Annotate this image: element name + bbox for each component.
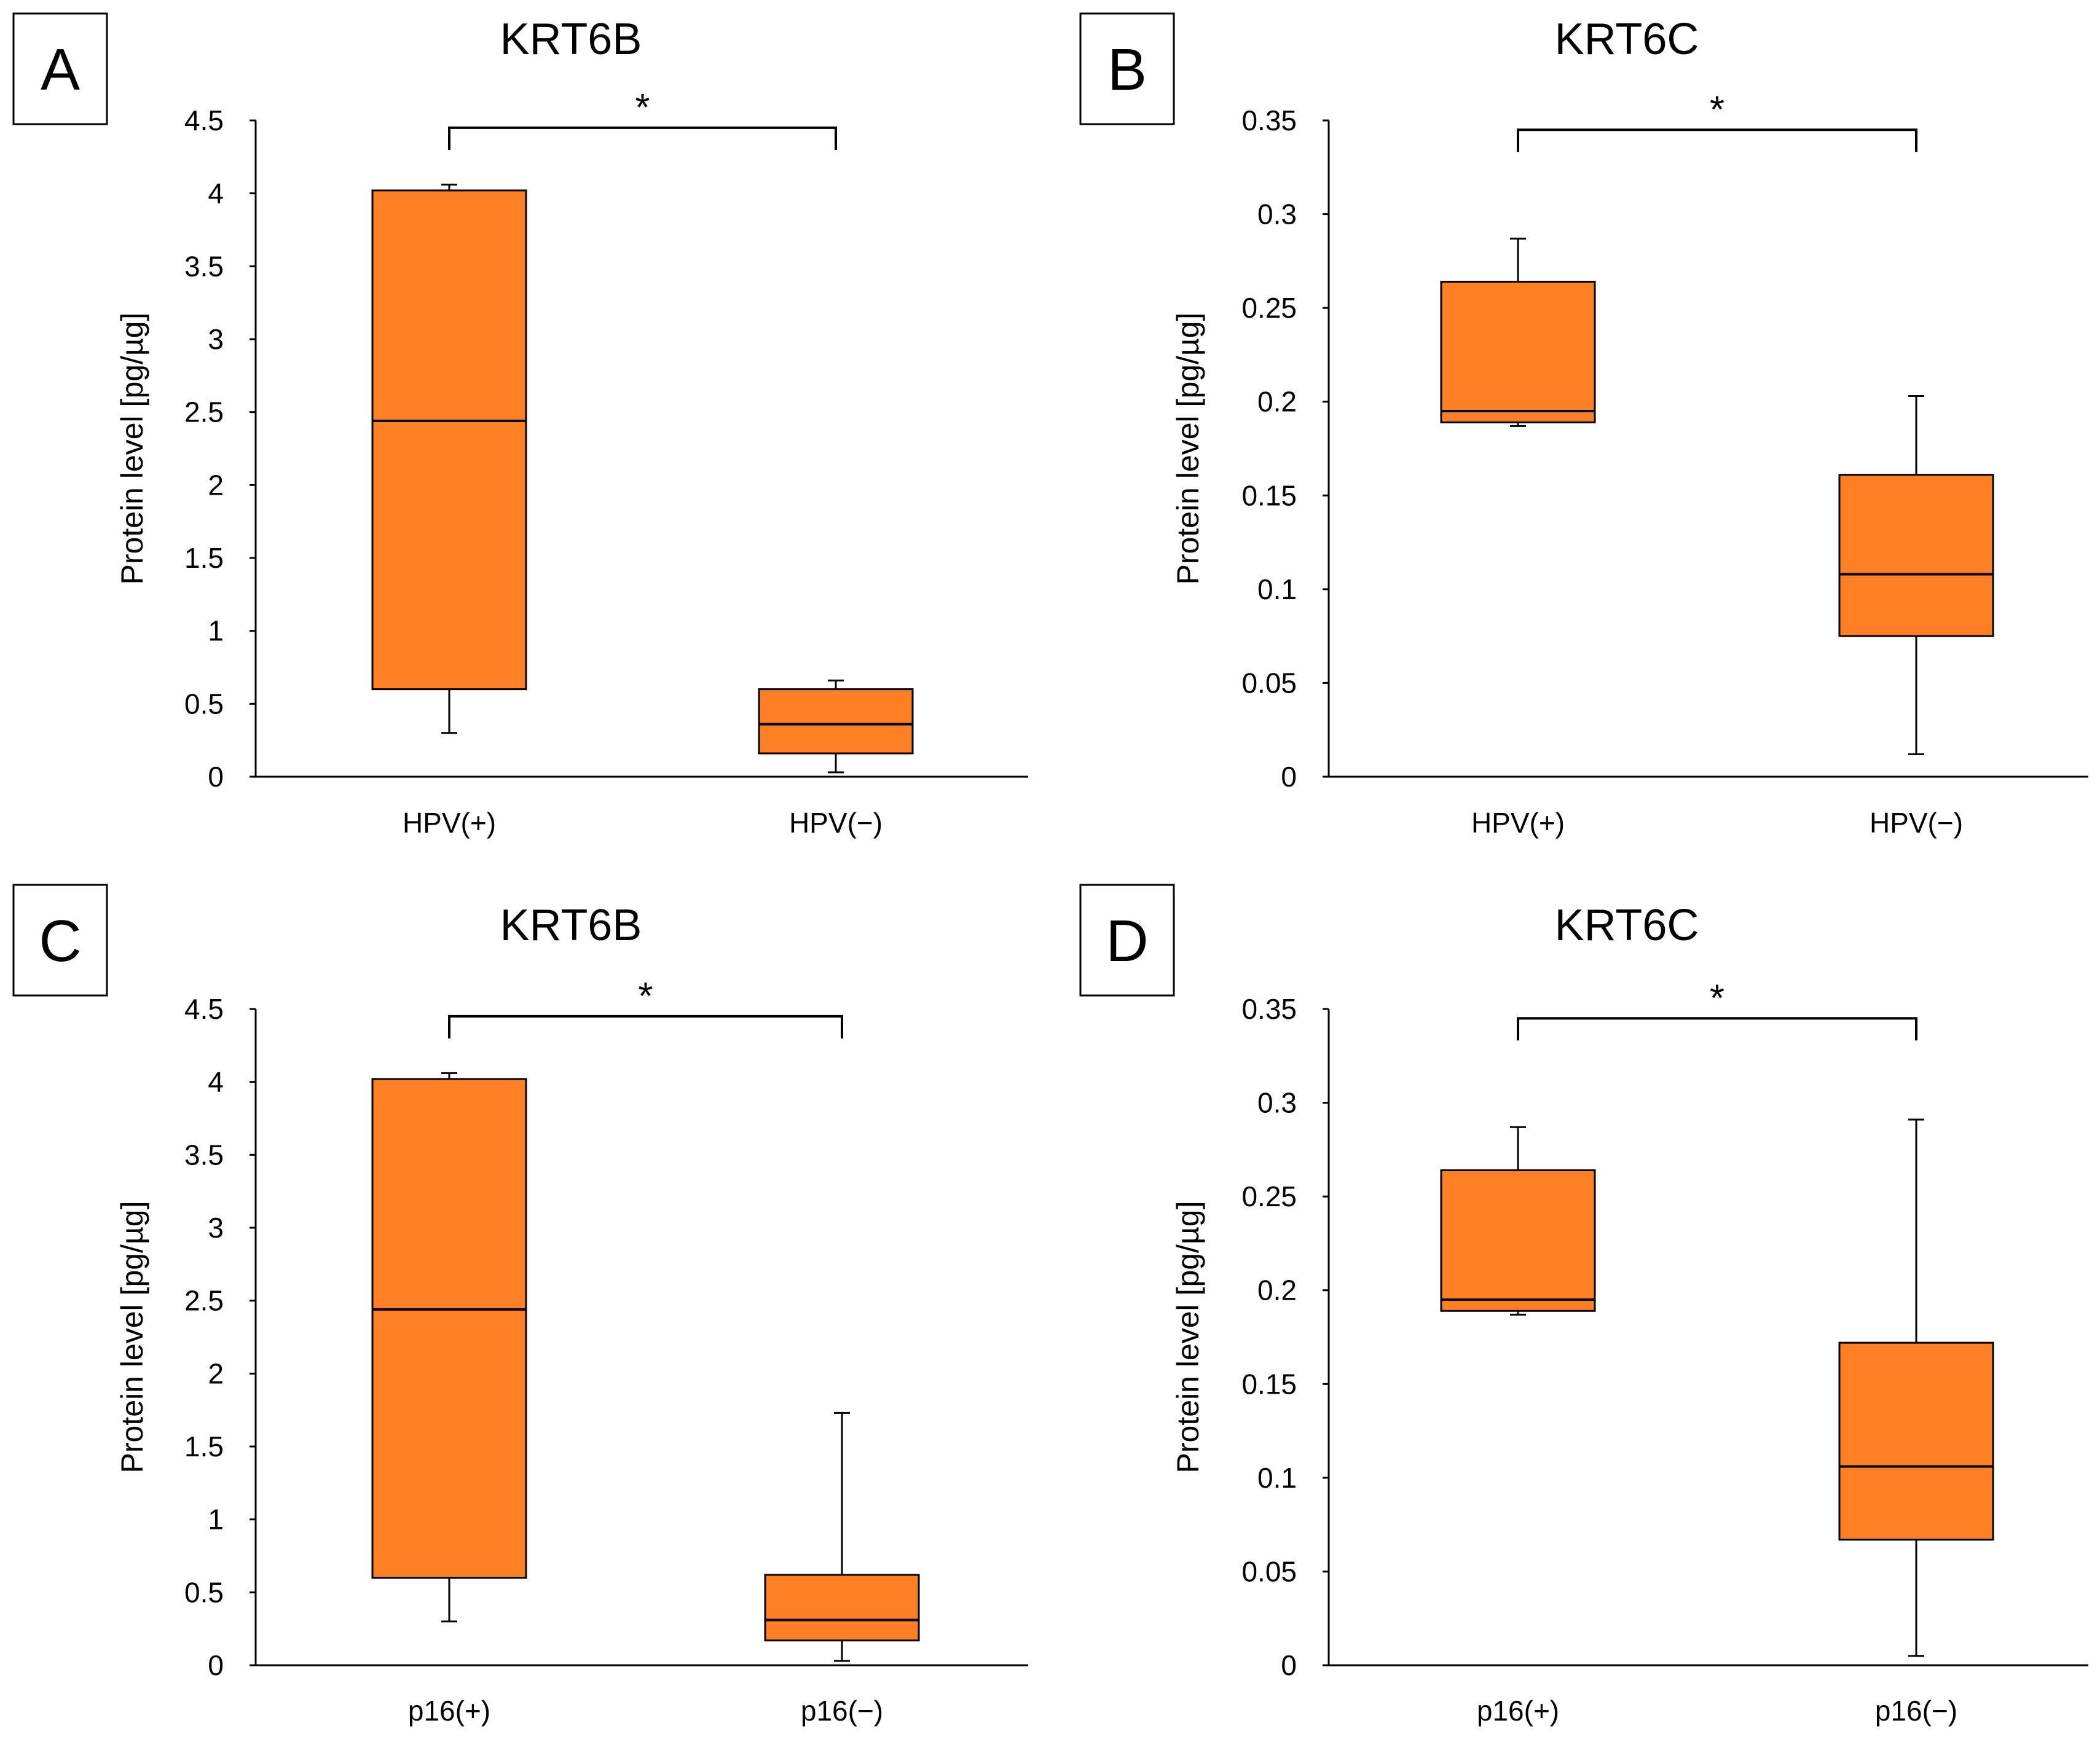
x-category-label: p16(+) bbox=[408, 1695, 490, 1727]
y-tick-label: 2 bbox=[208, 1357, 224, 1389]
y-tick-label: 0.5 bbox=[184, 1576, 224, 1608]
y-tick-label: 4.5 bbox=[184, 993, 224, 1025]
y-tick-label: 1.5 bbox=[184, 542, 224, 574]
y-tick-label: 0 bbox=[208, 761, 224, 793]
y-tick-label: 0.15 bbox=[1241, 1368, 1297, 1400]
y-tick-label: 1 bbox=[208, 615, 224, 647]
y-tick-label: 4 bbox=[208, 1066, 224, 1098]
box-plot-2 bbox=[758, 679, 914, 774]
significance-star: * bbox=[638, 975, 653, 1018]
x-category-label: HPV(+) bbox=[1471, 807, 1565, 839]
x-category-label: HPV(−) bbox=[1870, 807, 1963, 839]
box-plot-1 bbox=[371, 183, 527, 734]
iqr-box bbox=[1440, 1169, 1596, 1312]
iqr-box bbox=[764, 1574, 920, 1642]
box-plot-1 bbox=[371, 1072, 527, 1623]
iqr-box bbox=[1838, 474, 1994, 637]
y-tick-label: 4 bbox=[208, 178, 224, 210]
chart-title: KRT6C bbox=[1555, 15, 1699, 64]
y-tick-label: 0.2 bbox=[1257, 1274, 1297, 1306]
panel-label: B bbox=[1107, 37, 1147, 103]
x-category-label: HPV(−) bbox=[789, 807, 883, 839]
y-tick-label: 0 bbox=[208, 1649, 224, 1681]
y-tick-label: 2.5 bbox=[184, 1285, 224, 1317]
y-tick-label: 0.1 bbox=[1257, 1462, 1297, 1494]
x-category-label: p16(+) bbox=[1477, 1695, 1559, 1727]
chart-panel-a: A KRT6B 0 0.5 1 1.5 2 2.5 3 3.5 4 4.5 Protein level … bbox=[12, 12, 1028, 839]
x-category-label: p16(−) bbox=[801, 1695, 883, 1727]
y-tick-label: 0.3 bbox=[1257, 198, 1297, 230]
chart-title: KRT6C bbox=[1555, 901, 1699, 950]
chart-panel-c: C KRT6B 0 0.5 1 1.5 2 2.5 3 3.5 4 4.5 Protein level … bbox=[12, 884, 1028, 1727]
y-tick-label: 3.5 bbox=[184, 1139, 224, 1171]
panel-label: D bbox=[1106, 908, 1148, 974]
y-tick-label: 2.5 bbox=[184, 396, 224, 428]
y-tick-label: 0 bbox=[1281, 761, 1297, 793]
chart-title: KRT6B bbox=[500, 901, 642, 950]
iqr-box bbox=[758, 688, 914, 755]
panel-label: A bbox=[41, 37, 80, 103]
y-tick-label: 0.5 bbox=[184, 688, 224, 720]
y-tick-label: 0.25 bbox=[1241, 1180, 1297, 1212]
y-axis-label: Protein level [pg/µg] bbox=[115, 1201, 149, 1474]
y-tick-label: 1 bbox=[208, 1504, 224, 1536]
significance-star: * bbox=[1710, 977, 1724, 1019]
y-axis-label: Protein level [pg/µg] bbox=[115, 313, 149, 585]
panel-label-box bbox=[12, 12, 108, 125]
significance-bracket bbox=[448, 126, 837, 150]
y-tick-label: 0.2 bbox=[1257, 386, 1297, 418]
significance-star: * bbox=[635, 87, 650, 129]
iqr-box bbox=[1838, 1341, 1994, 1541]
chart-title: KRT6B bbox=[500, 15, 642, 64]
box-plot-2 bbox=[1838, 395, 1994, 755]
x-category-label: p16(−) bbox=[1875, 1695, 1957, 1727]
panel-label-box bbox=[12, 884, 108, 997]
panel-label: C bbox=[39, 908, 81, 974]
significance-star: * bbox=[1710, 88, 1724, 131]
panel-label-box bbox=[1079, 12, 1175, 125]
y-tick-label: 4.5 bbox=[184, 104, 224, 136]
box-plot-1 bbox=[1440, 1126, 1596, 1316]
y-tick-label: 0.35 bbox=[1241, 104, 1297, 136]
y-tick-label: 3.5 bbox=[184, 250, 224, 282]
y-tick-label: 3 bbox=[208, 1212, 224, 1244]
y-axis-label: Protein level [pg/µg] bbox=[1171, 313, 1205, 585]
y-axis-label: Protein level [pg/µg] bbox=[1171, 1201, 1205, 1474]
y-tick-label: 0.1 bbox=[1257, 573, 1297, 605]
y-tick-label: 2 bbox=[208, 469, 224, 501]
box-plot-1 bbox=[1440, 237, 1596, 427]
iqr-box bbox=[371, 189, 527, 691]
x-category-label: HPV(+) bbox=[403, 807, 496, 839]
y-tick-label: 3 bbox=[208, 323, 224, 355]
panel-label-box bbox=[1079, 884, 1175, 997]
iqr-box bbox=[371, 1078, 527, 1579]
y-tick-label: 0.15 bbox=[1241, 479, 1297, 511]
y-tick-label: 0 bbox=[1281, 1649, 1297, 1681]
y-tick-label: 0.05 bbox=[1241, 667, 1297, 699]
y-tick-label: 0.35 bbox=[1241, 993, 1297, 1025]
box-plot-2 bbox=[1838, 1118, 1994, 1657]
chart-panel-b: B KRT6C 0 0.05 0.1 0.15 0.2 0.25 0.3 0.35 Protein … bbox=[1079, 12, 2088, 839]
y-tick-label: 0.3 bbox=[1257, 1087, 1297, 1119]
significance-bracket bbox=[1517, 1017, 1917, 1041]
iqr-box bbox=[1440, 280, 1596, 423]
box-plot-2 bbox=[764, 1411, 920, 1662]
y-tick-label: 0.25 bbox=[1241, 292, 1297, 324]
y-tick-label: 1.5 bbox=[184, 1431, 224, 1462]
significance-bracket bbox=[1517, 128, 1917, 152]
chart-panel-d: D KRT6C 0 0.05 0.1 0.15 0.2 0.25 0.3 0.35 Protein … bbox=[1079, 884, 2088, 1727]
y-tick-label: 0.05 bbox=[1241, 1555, 1297, 1587]
significance-bracket bbox=[448, 1015, 843, 1038]
